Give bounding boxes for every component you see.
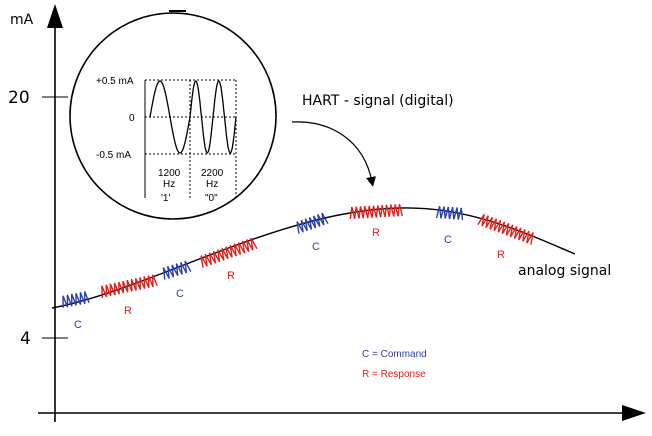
inset-label-minus: -0.5 mA (96, 150, 131, 161)
response-packet-4 (200, 237, 258, 268)
inset-plot (144, 79, 237, 198)
legend-command: C = Command (362, 349, 427, 360)
response-packet-label-6: R (372, 227, 380, 239)
inset-freq1-unit: Hz (163, 179, 175, 190)
command-packet-label-5: C (312, 241, 320, 253)
inset-bit2: "0" (205, 193, 218, 204)
command-packet-3 (162, 260, 192, 280)
magnifier-circle (69, 12, 277, 220)
inset-bit1: '1' (161, 193, 170, 204)
inset-freq1-value: 1200 (158, 168, 181, 179)
y-tick-label-4: 4 (20, 329, 31, 349)
response-packet-label-2: R (124, 305, 132, 317)
response-packet-label-4: R (227, 270, 235, 282)
y-unit-label: mA (10, 12, 34, 28)
command-packet-1 (62, 291, 90, 308)
y-axis-arrow (47, 4, 63, 28)
hart-pointer-arrow (291, 121, 376, 187)
response-packet-2 (101, 274, 158, 298)
inset-label-zero: 0 (129, 113, 135, 124)
inset-freq2-unit: Hz (206, 179, 218, 190)
inset-freq2-value: 2200 (201, 168, 224, 179)
y-tick-label-20: 20 (8, 88, 30, 108)
command-packet-label-7: C (444, 234, 452, 246)
analog-signal-label: analog signal (518, 263, 611, 279)
inset-label-plus: +0.5 mA (96, 76, 134, 87)
legend-response: R = Response (362, 369, 426, 380)
response-packet-8 (477, 213, 534, 245)
x-axis-arrow (622, 405, 646, 421)
response-packet-6 (349, 203, 403, 220)
command-packet-label-1: C (74, 319, 82, 331)
command-packet-label-3: C (176, 288, 184, 300)
hart-signal-label: HART - signal (digital) (302, 93, 454, 109)
hart-packets (62, 203, 534, 308)
packet-letters: C R C R C R C R (74, 227, 505, 331)
response-packet-label-8: R (497, 249, 505, 261)
command-packet-5 (296, 212, 329, 234)
command-packet-7 (435, 206, 464, 221)
fsk-waveform (149, 80, 237, 154)
